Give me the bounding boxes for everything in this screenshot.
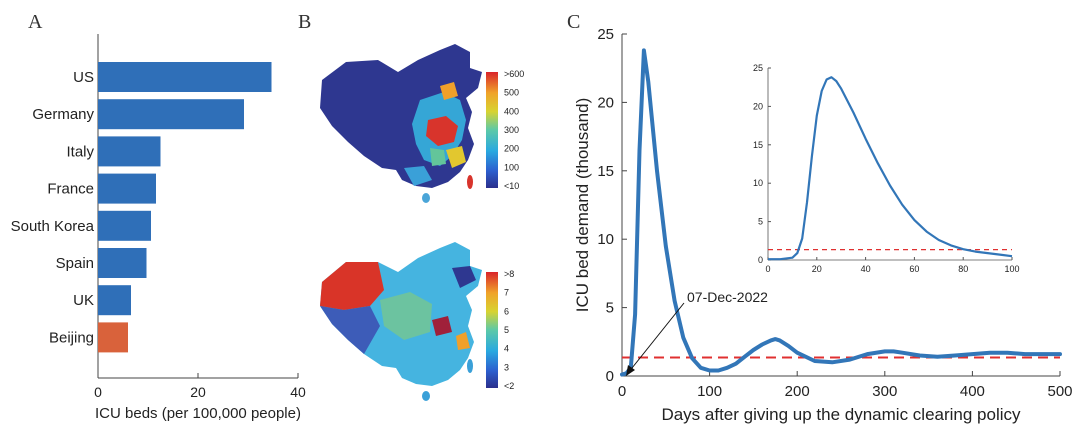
inset-y-tick-label: 0 <box>758 255 763 265</box>
inset-x-tick-label: 60 <box>909 264 919 274</box>
y-tick-label: 10 <box>597 231 614 248</box>
colorbar-tick-label: 5 <box>504 325 509 335</box>
inset-y-tick-label: 25 <box>753 63 763 73</box>
china-map-2: >8 7 6 5 4 3 <2 <box>320 242 514 401</box>
bar-south-korea <box>98 210 151 241</box>
inset-y-tick-label: 10 <box>753 178 763 188</box>
x-tick-label: 20 <box>190 384 206 400</box>
bar-beijing <box>98 322 128 353</box>
bar-label-spain: Spain <box>56 255 94 272</box>
choropleth-maps: >600 500 400 300 200 100 <10 >8 7 6 5 4 3 <2 <box>320 44 524 401</box>
map1-region-south <box>404 166 432 186</box>
x-tick-label: 40 <box>290 384 306 400</box>
inset-x-tick-label: 0 <box>765 264 770 274</box>
map1-region-hotspot <box>426 116 458 146</box>
inset-x-tick-label: 80 <box>958 264 968 274</box>
inset-y-tick-label: 5 <box>758 217 763 227</box>
colorbar-tick-label: 3 <box>504 362 509 372</box>
map2-region-ne <box>452 266 476 288</box>
x-tick-label: 0 <box>618 383 626 400</box>
bar-label-france: France <box>47 181 94 198</box>
map2-island <box>422 391 430 401</box>
map1-taiwan <box>467 175 473 189</box>
x-tick-label: 200 <box>785 383 810 400</box>
colorbar-tick-label: 100 <box>504 162 519 172</box>
inset-y-tick-label: 20 <box>753 101 763 111</box>
bar-uk <box>98 285 131 316</box>
y-tick-label: 15 <box>597 163 614 180</box>
map1-colorbar <box>486 72 498 188</box>
map2-region-center-green <box>380 292 432 340</box>
y-tick-label: 20 <box>597 94 614 111</box>
colorbar-tick-label: >8 <box>504 269 514 279</box>
bar-italy <box>98 136 161 167</box>
panel-label-a: A <box>28 11 43 33</box>
x-tick-label: 300 <box>872 383 897 400</box>
map1-island <box>422 193 430 203</box>
inset-x-tick-label: 100 <box>1004 264 1019 274</box>
bar-label-south-korea: South Korea <box>11 218 95 235</box>
inset-chart: 0 20 40 60 80 100 0 5 10 15 20 25 <box>753 63 1020 274</box>
map2-region-southwest <box>320 306 380 354</box>
map2-taiwan <box>467 359 473 373</box>
colorbar-tick-label: <10 <box>504 181 519 191</box>
colorbar-tick-label: <2 <box>504 381 514 391</box>
inset-x-tick-label: 20 <box>812 264 822 274</box>
inset-series-line <box>768 76 1013 261</box>
inset-y-tick-label: 15 <box>753 140 763 150</box>
colorbar-tick-label: 6 <box>504 306 509 316</box>
bar-label-italy: Italy <box>66 143 94 160</box>
panel-label-b: B <box>298 11 311 33</box>
x-tick-label: 100 <box>697 383 722 400</box>
bar-label-us: US <box>73 69 94 86</box>
bar-germany <box>98 99 244 130</box>
bar-chart-x-label: ICU beds (per 100,000 people) <box>95 405 301 422</box>
colorbar-tick-label: 200 <box>504 144 519 154</box>
bar-us <box>98 62 272 92</box>
colorbar-tick-label: >600 <box>504 69 524 79</box>
bar-label-beijing: Beijing <box>49 329 94 346</box>
colorbar-tick-label: 4 <box>504 344 509 354</box>
bar-france <box>98 173 156 204</box>
map2-colorbar <box>486 272 498 388</box>
y-tick-label: 25 <box>597 26 614 43</box>
y-tick-label: 0 <box>606 368 614 385</box>
x-tick-label: 0 <box>94 384 102 400</box>
bar-label-germany: Germany <box>32 106 94 123</box>
bar-spain <box>98 248 147 278</box>
bar-chart-icu-beds: US Germany Italy France South Korea Spain UK Be… <box>11 34 306 422</box>
colorbar-tick-label: 7 <box>504 288 509 298</box>
map1-region-green <box>430 148 446 166</box>
colorbar-tick-label: 300 <box>504 125 519 135</box>
map1-region-yellow <box>446 146 466 168</box>
line-chart-x-label: Days after giving up the dynamic clearin… <box>661 405 1021 424</box>
bar-label-uk: UK <box>73 292 94 309</box>
annotation-arrow <box>627 302 685 374</box>
map2-region-west-red <box>320 262 384 310</box>
panel-label-c: C <box>567 11 580 33</box>
map1-region-orange <box>440 82 458 100</box>
line-chart-y-label: ICU bed demand (thousand) <box>573 98 592 313</box>
map2-region-hotspot <box>432 316 452 336</box>
colorbar-tick-label: 400 <box>504 106 519 116</box>
x-tick-label: 500 <box>1047 383 1072 400</box>
inset-x-tick-label: 40 <box>861 264 871 274</box>
demand-series-line <box>620 48 1062 377</box>
china-map-1: >600 500 400 300 200 100 <10 <box>320 44 524 203</box>
map2-region-east-orange <box>456 332 470 350</box>
y-tick-label: 5 <box>606 300 614 317</box>
x-tick-label: 400 <box>960 383 985 400</box>
colorbar-tick-label: 500 <box>504 88 519 98</box>
annotation-arrowhead <box>626 365 635 376</box>
annotation-label: 07-Dec-2022 <box>687 289 768 305</box>
